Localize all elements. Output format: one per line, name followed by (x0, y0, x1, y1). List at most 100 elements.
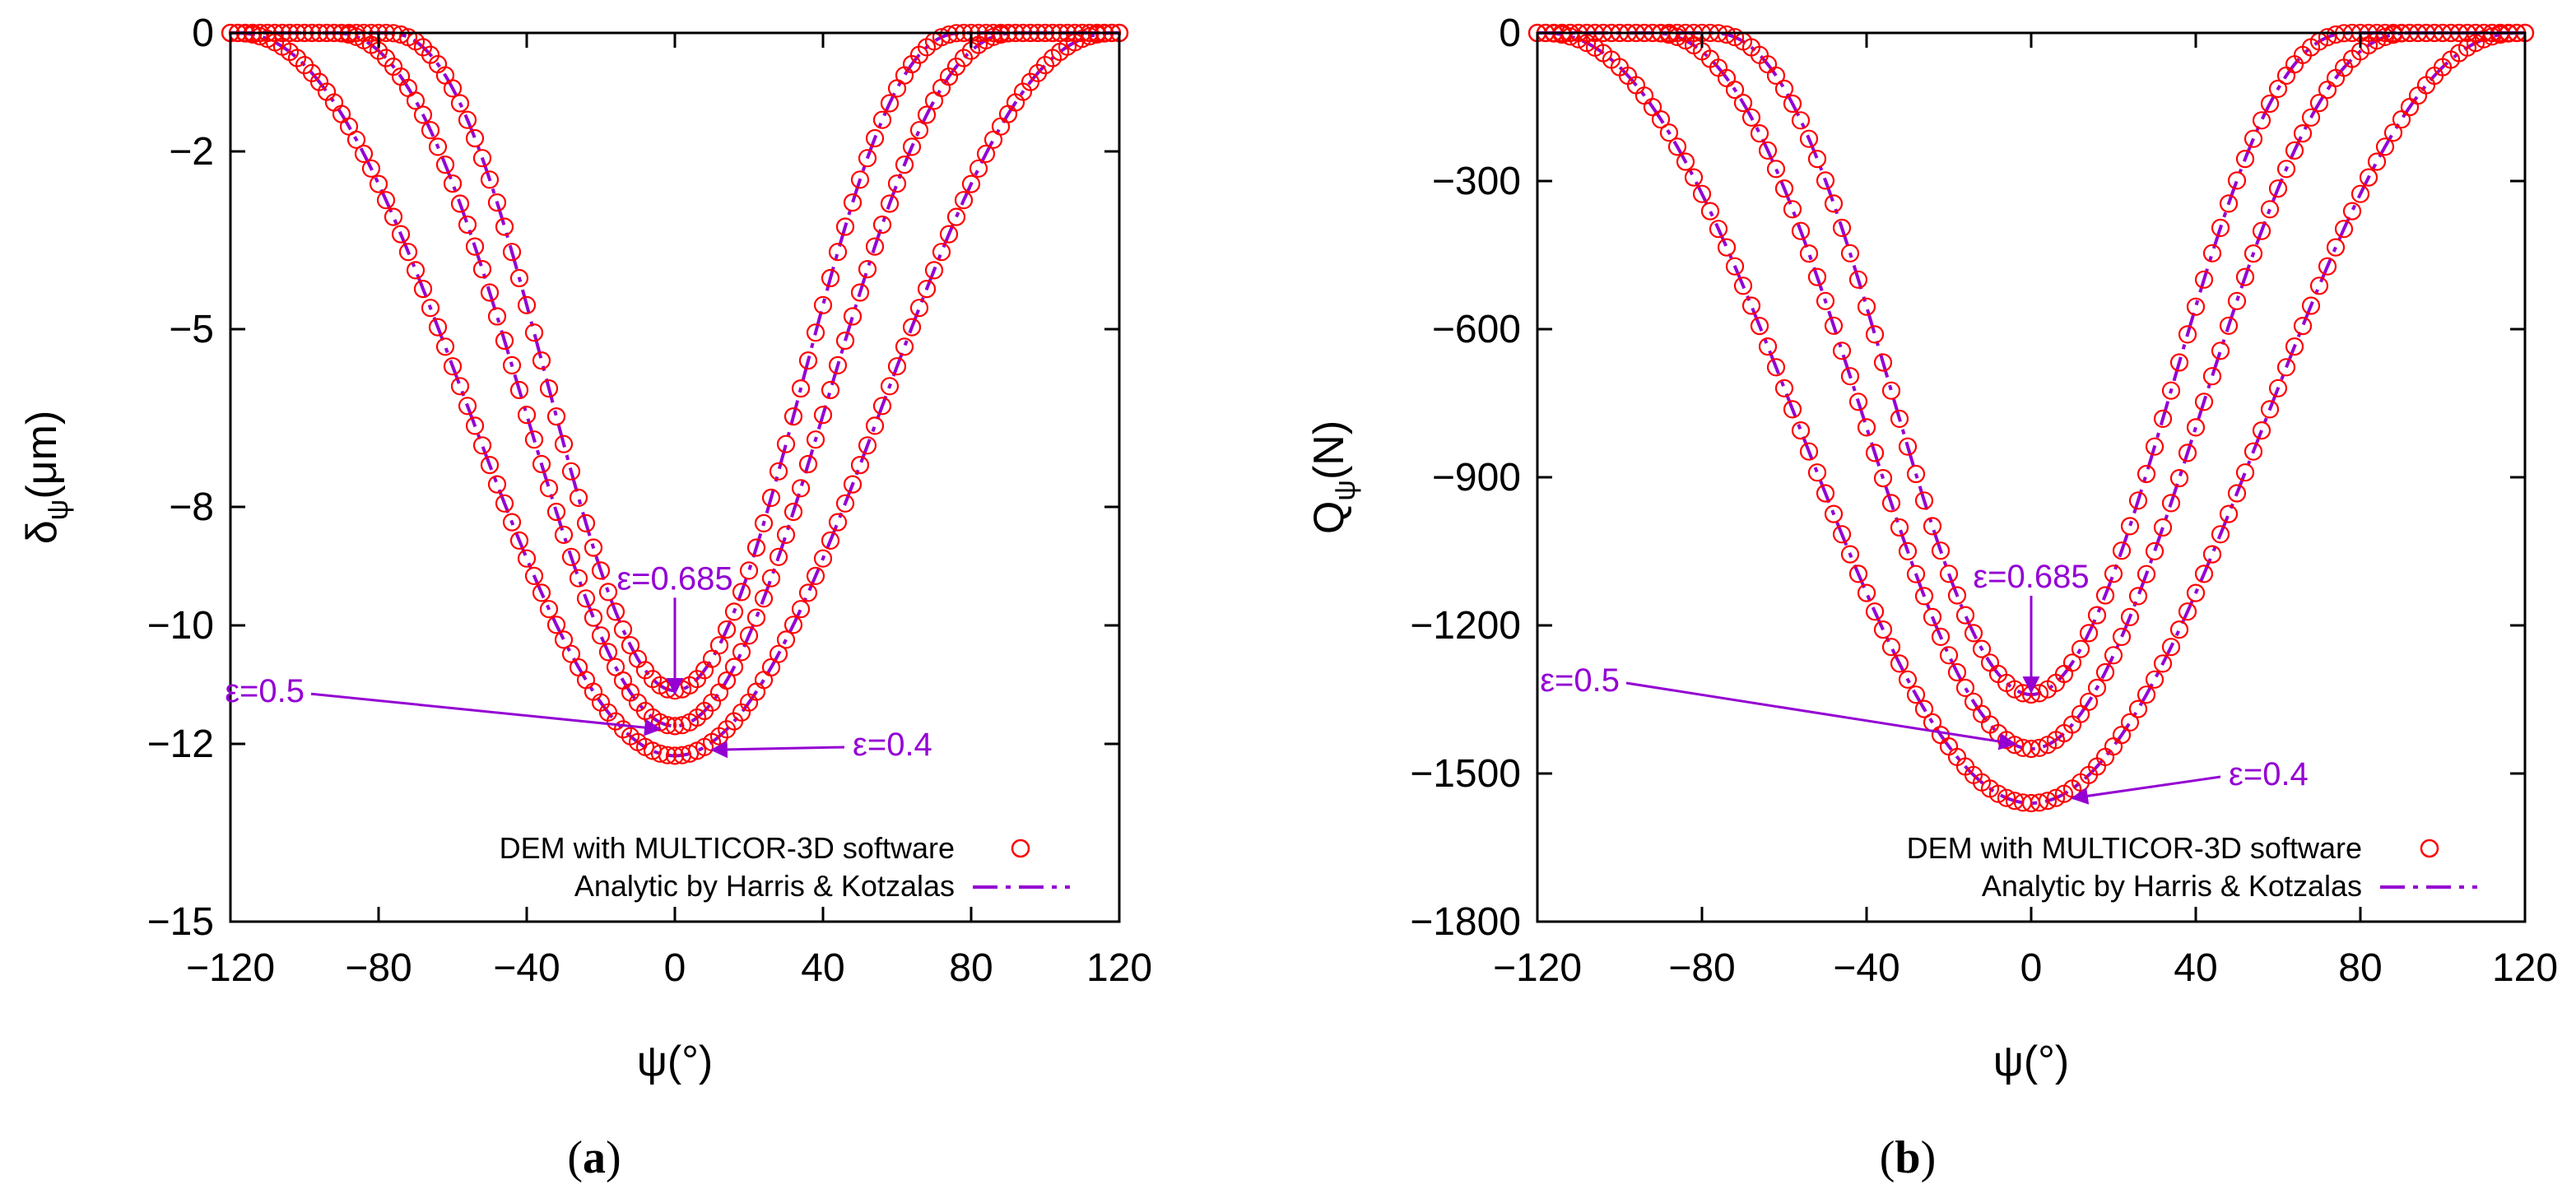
dem-point (1816, 171, 1835, 190)
dem-point (502, 243, 522, 262)
y-tick-label: −2 (169, 130, 214, 174)
dem-point (2186, 418, 2206, 437)
dem-point (361, 159, 381, 178)
dem-point (1766, 358, 1786, 377)
dem-point (1931, 541, 1951, 560)
dem-point (872, 110, 892, 129)
dem-point (384, 207, 403, 226)
dem-point (2244, 129, 2263, 148)
dem-point (354, 144, 374, 163)
dem-point (443, 79, 463, 98)
dem-point (554, 525, 574, 545)
panel-a-y-ticks: 0 −2 −5 −8 −10 −12 −15 (147, 12, 1119, 944)
dem-point (991, 117, 1011, 136)
dem-point (1988, 784, 2008, 803)
dem-point (1906, 685, 1926, 704)
dem-point (2178, 325, 2197, 344)
dem-point (487, 307, 507, 326)
panel-b-x-axis-label: ψ(°) (1993, 1038, 2070, 1085)
dem-point (458, 110, 477, 129)
dem-point (783, 502, 803, 522)
dem-point (858, 260, 877, 279)
dem-point (1725, 80, 1745, 100)
dem-point (428, 318, 448, 337)
y-tick-label: −900 (1432, 456, 1521, 499)
dem-point (939, 25, 959, 44)
dem-point (1890, 518, 1909, 537)
dem-point (1667, 27, 1687, 47)
dem-point (2211, 218, 2230, 237)
dem-point (1643, 98, 1662, 117)
dem-point (2202, 244, 2222, 262)
dem-point (2252, 420, 2271, 440)
dem-point (865, 416, 885, 435)
dem-point (480, 170, 500, 189)
dem-point (1964, 624, 1983, 643)
dem-point (2392, 110, 2411, 129)
x-tick-label: 0 (2020, 946, 2043, 990)
annotation-label: ε=0.685 (1973, 559, 2089, 595)
dem-point (1667, 137, 1687, 156)
dem-point (2211, 341, 2230, 360)
dem-point (1791, 111, 1811, 130)
dem-point (746, 608, 766, 627)
dem-point (406, 91, 425, 110)
dem-point (1758, 141, 1778, 160)
panel-b-plot-frame (1536, 31, 2527, 923)
annotation-label: ε=0.5 (1540, 662, 1620, 699)
dem-point (495, 494, 514, 513)
dem-point (495, 217, 514, 236)
dem-point (391, 225, 411, 244)
dem-point (1873, 353, 1893, 372)
dem-point (2153, 409, 2173, 428)
dem-point (880, 194, 900, 213)
dem-point (769, 462, 788, 481)
dem-point (776, 525, 796, 545)
dem-point (576, 513, 596, 533)
x-tick-label: −120 (186, 946, 275, 990)
dem-point (458, 397, 477, 416)
dem-point (2318, 257, 2337, 276)
dem-point (465, 128, 485, 148)
dem-point (2293, 317, 2313, 336)
dem-point (2104, 736, 2123, 756)
dem-point (872, 215, 892, 235)
dem-point (798, 351, 818, 370)
dem-point (2211, 525, 2230, 544)
dem-point (2227, 484, 2247, 503)
dem-point (487, 475, 507, 494)
dem-point (761, 488, 781, 508)
dem-point (895, 337, 914, 356)
x-tick-label: −80 (345, 946, 412, 990)
dem-point (2252, 221, 2271, 240)
x-tick-label: 80 (2338, 946, 2382, 990)
dem-point (828, 355, 848, 374)
dem-point (2309, 276, 2329, 295)
dem-point (1807, 463, 1827, 482)
dem-point (1914, 587, 1934, 606)
dem-point (517, 295, 537, 314)
panel-b-caption: (b) (1880, 1132, 1936, 1183)
dem-point (835, 494, 855, 513)
dem-point (2260, 200, 2280, 219)
dem-point (546, 407, 566, 426)
dem-point (835, 217, 855, 236)
panel-a-caption: (a) (567, 1132, 621, 1183)
dem-point (2120, 517, 2140, 536)
dem-point (532, 351, 551, 370)
dem-point (509, 380, 529, 400)
dem-point (658, 746, 677, 764)
dem-point (932, 243, 951, 262)
dem-point (1898, 670, 1918, 689)
dem-point (2285, 141, 2304, 160)
dem-point (1733, 276, 1753, 295)
dem-point (2318, 80, 2337, 100)
dem-point (2194, 564, 2214, 583)
dem-point (872, 397, 892, 416)
dem-point (858, 149, 877, 168)
dem-point (1972, 639, 1992, 658)
dem-point (2120, 607, 2140, 627)
dem-point (702, 649, 722, 668)
dem-point (376, 191, 396, 210)
dem-point (1783, 200, 1802, 219)
